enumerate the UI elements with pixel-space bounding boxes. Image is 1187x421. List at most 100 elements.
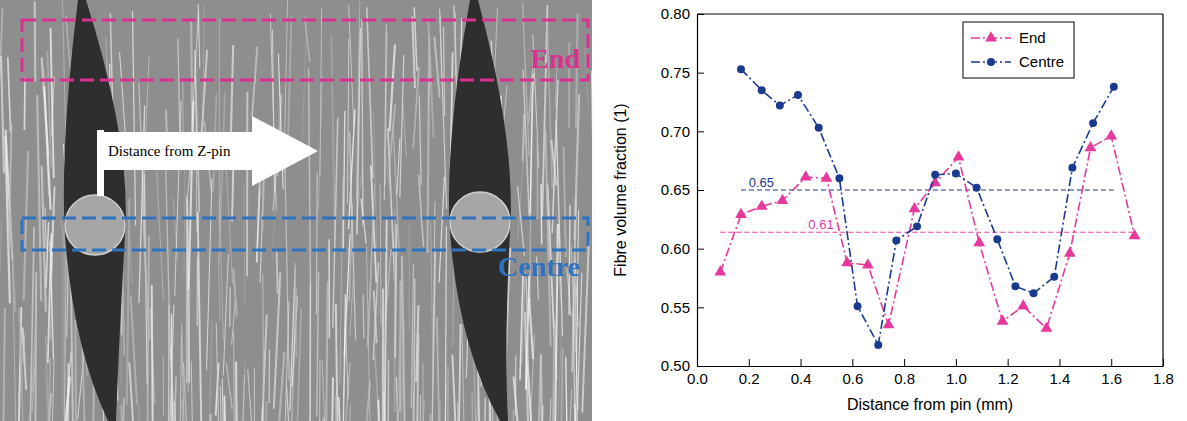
frame-top xyxy=(697,13,1163,14)
fibre xyxy=(412,17,415,88)
y-axis-title: Fibre volume fraction (1) xyxy=(612,103,629,276)
frame-right xyxy=(1162,14,1163,366)
fibre xyxy=(385,217,387,421)
fibre xyxy=(395,332,400,421)
fibre xyxy=(238,375,244,421)
fibre xyxy=(191,361,194,421)
series-marker xyxy=(993,235,1001,243)
fibre xyxy=(462,324,466,421)
x-tick-label: 0.0 xyxy=(687,370,708,387)
fibre xyxy=(373,110,378,316)
fibre xyxy=(440,9,447,209)
fibre xyxy=(151,285,154,421)
fibre xyxy=(309,284,311,421)
fibre xyxy=(576,210,579,421)
series-marker xyxy=(1105,129,1117,139)
fibre xyxy=(362,294,364,338)
fibre xyxy=(434,201,435,333)
legend-marker xyxy=(985,31,997,41)
fibre xyxy=(526,278,529,393)
series-marker xyxy=(1011,282,1019,290)
fibre xyxy=(226,363,232,409)
fibre xyxy=(121,405,123,421)
fibre xyxy=(431,250,435,421)
fibre xyxy=(143,209,150,340)
fibre xyxy=(309,69,311,286)
fibre xyxy=(268,350,270,404)
fibre xyxy=(356,1,359,200)
resin-pocket xyxy=(64,0,126,421)
fibre xyxy=(545,129,550,345)
y-tick: 0.75 xyxy=(661,64,704,81)
fibre xyxy=(182,399,184,421)
z-pin xyxy=(65,195,125,255)
fibre xyxy=(120,52,126,132)
fibre xyxy=(246,92,248,277)
fibre xyxy=(440,15,442,83)
fibre xyxy=(229,287,231,327)
x-tick: 1.4 xyxy=(1050,359,1071,387)
series-marker xyxy=(1017,299,1029,309)
x-tick-label: 1.2 xyxy=(998,370,1019,387)
fibre xyxy=(24,151,28,300)
y-tick-mark xyxy=(697,307,704,308)
series-marker xyxy=(997,315,1009,325)
series-marker xyxy=(735,208,747,218)
y-tick: 0.50 xyxy=(661,357,704,374)
fibre xyxy=(343,111,345,250)
fibre xyxy=(319,359,321,421)
fibre xyxy=(44,86,50,209)
series-marker xyxy=(835,174,843,182)
fibre xyxy=(30,227,34,421)
series-marker xyxy=(815,124,823,132)
fibre xyxy=(422,363,423,421)
fibre xyxy=(8,57,11,133)
y-tick-mark xyxy=(697,190,704,191)
fibre xyxy=(288,17,292,155)
fibre xyxy=(437,317,441,421)
series-line xyxy=(720,136,1134,328)
fibre xyxy=(219,258,220,321)
x-tick-mark xyxy=(852,359,853,366)
fibre xyxy=(447,366,449,421)
fibre xyxy=(552,80,558,233)
series-marker xyxy=(892,236,900,244)
fibre xyxy=(413,279,414,421)
x-tick-mark xyxy=(904,359,905,366)
fibre xyxy=(10,212,15,312)
fibre xyxy=(374,290,377,343)
series-marker xyxy=(931,171,939,179)
y-tick-label: 0.80 xyxy=(661,5,690,22)
y-tick: 0.80 xyxy=(661,5,704,22)
fibre xyxy=(347,39,348,203)
fibre xyxy=(133,11,136,226)
fibre xyxy=(402,256,405,421)
series-marker xyxy=(883,318,895,328)
y-tick-mark xyxy=(697,249,704,250)
fibre xyxy=(316,173,318,314)
fibre xyxy=(235,362,238,421)
legend: EndCentre xyxy=(963,22,1074,78)
reference-label: 0.65 xyxy=(749,175,774,190)
fibre xyxy=(23,327,27,389)
x-tick-label: 0.4 xyxy=(791,370,812,387)
fibre xyxy=(189,101,194,290)
fibre xyxy=(175,101,181,296)
fibre xyxy=(428,36,430,253)
fibre xyxy=(445,226,447,421)
fibre xyxy=(0,219,2,274)
fibre xyxy=(378,400,382,421)
x-tick-mark xyxy=(801,359,802,366)
series-marker xyxy=(1110,83,1118,91)
fibre xyxy=(323,417,326,421)
x-tick: 0.6 xyxy=(842,359,863,387)
fibre xyxy=(165,155,170,360)
x-tick: 0.2 xyxy=(739,359,760,387)
plot-area xyxy=(714,65,1140,349)
fibre xyxy=(336,396,340,421)
fibre xyxy=(24,78,26,130)
fibre xyxy=(395,224,396,358)
fibre xyxy=(331,36,334,240)
fibre xyxy=(439,177,444,283)
series-marker xyxy=(973,184,981,192)
